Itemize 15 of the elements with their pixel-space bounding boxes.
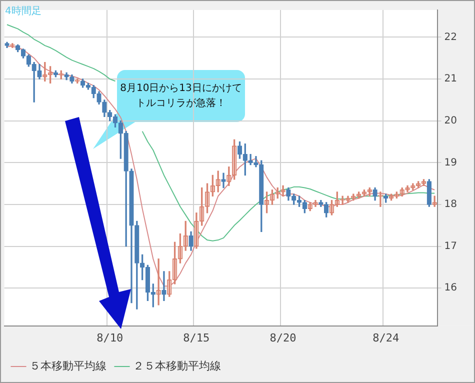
annotation: 8月10日から13日にかけてトルコリラが急落！: [119, 82, 243, 111]
y-tick-label: 21: [444, 74, 458, 85]
x-tick-label: 8/24: [372, 331, 400, 344]
y-tick-label: 20: [444, 115, 458, 126]
y-tick-label: 22: [444, 32, 458, 43]
x-tick-label: 8/20: [270, 331, 296, 344]
y-tick-label: 18: [444, 199, 458, 210]
x-tick-label: 8/10: [96, 331, 124, 344]
legend-label: ２５本移動平均線: [133, 359, 221, 372]
y-tick-label: 17: [444, 240, 458, 252]
legend-label: ５本移動平均線: [30, 359, 106, 372]
chart-title: 4時間足: [5, 4, 42, 18]
y-tick-label: 19: [444, 157, 458, 168]
y-tick-label: 16: [444, 282, 458, 294]
x-tick-label: 8/15: [183, 331, 210, 344]
